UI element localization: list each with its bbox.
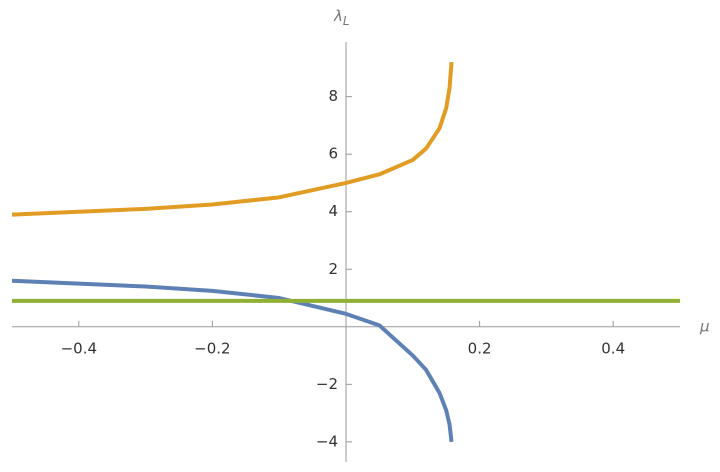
y-tick-label: 4 xyxy=(328,202,338,220)
y-tick-label: −2 xyxy=(316,375,338,393)
y-tick-label: 8 xyxy=(328,87,338,105)
y-tick-label: −4 xyxy=(316,432,338,450)
x-axis-label: μ xyxy=(699,318,710,336)
line-series xyxy=(11,61,454,217)
x-tick-label: 0.2 xyxy=(468,339,492,357)
y-axis-label-symbol: λ xyxy=(333,7,343,25)
y-tick-label: 6 xyxy=(328,145,338,163)
y-axis-label-subscript: L xyxy=(343,14,350,28)
x-tick-label: −0.2 xyxy=(194,339,230,357)
line-series xyxy=(11,278,454,443)
y-tick-label: 2 xyxy=(328,260,338,278)
x-tick-label: −0.4 xyxy=(61,339,97,357)
y-axis-label: λL xyxy=(333,7,350,28)
x-tick-label: 0.4 xyxy=(601,339,625,357)
